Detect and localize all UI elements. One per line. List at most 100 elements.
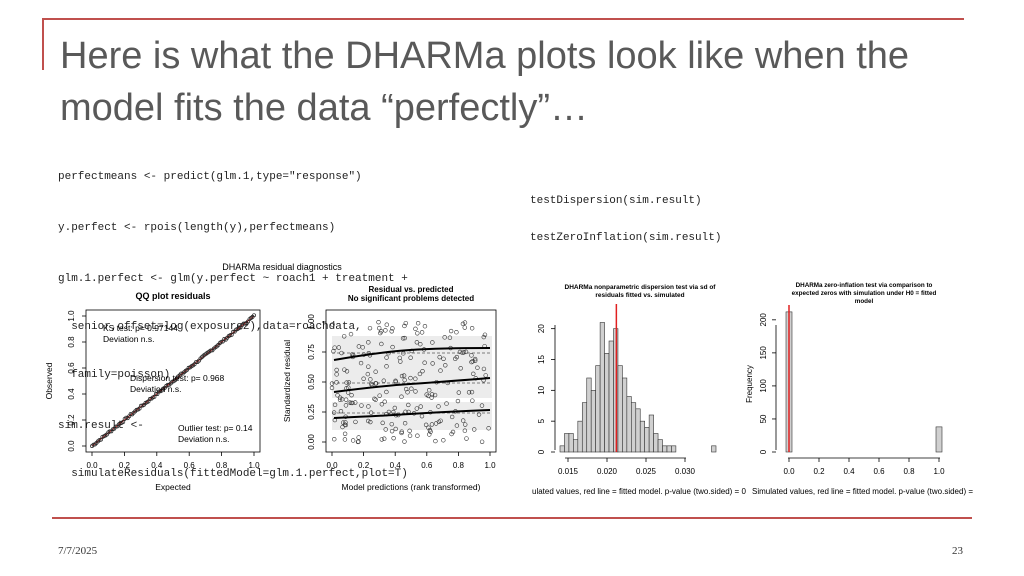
resid-point	[400, 336, 406, 341]
zi-xtick-label: 0.6	[873, 467, 885, 476]
resid-point	[390, 326, 395, 331]
resid-point	[390, 344, 395, 350]
code-line: y.perfect <- rpois(length(y),perfectmean…	[58, 222, 336, 234]
zi-xtick-label: 0.2	[813, 467, 825, 476]
zi-ylabel: Frequency	[745, 365, 754, 403]
zi-title-3: model	[855, 298, 874, 305]
disp-bar	[653, 433, 659, 453]
disp-bar	[666, 445, 672, 453]
disp-bar	[626, 396, 632, 453]
qq-panel: QQ plot residuals 0.0 0.2 0.4 0.6 0.8 1.0 0.0…	[44, 291, 261, 492]
residual-panel: Residual vs. predicted No significant pr…	[282, 285, 497, 492]
disp-bar	[617, 365, 623, 453]
resid-point	[407, 428, 412, 434]
disp-bar	[581, 402, 588, 453]
resid-point	[463, 349, 469, 355]
disp-ytick-label: 0	[537, 449, 546, 454]
resid-point	[422, 360, 427, 365]
resid-point	[340, 420, 346, 425]
resid-point	[359, 403, 364, 408]
resid-point	[432, 392, 438, 398]
qq-frame	[85, 309, 261, 453]
zi-xlabel: Simulated values, red line = fitted mode…	[752, 487, 973, 496]
qq-ylabel: Observed	[44, 362, 54, 399]
qq-ytick-label: 1.0	[67, 310, 76, 322]
resid-xtick-label: 0.0	[326, 461, 338, 470]
resid-point	[379, 437, 384, 442]
disp-bar	[577, 420, 583, 453]
resid-point	[413, 389, 418, 394]
disp-bar	[586, 377, 592, 453]
qq-points	[90, 313, 256, 448]
qq-point	[219, 339, 224, 344]
qq-outlier-deviation: Deviation n.s.	[178, 434, 230, 444]
resid-point	[406, 402, 411, 408]
resid-xtick-label: 0.6	[421, 461, 433, 470]
slide-title: Here is what the DHARMa plots look like …	[60, 35, 910, 129]
disp-bar	[604, 353, 610, 453]
resid-point	[372, 396, 377, 402]
resid-point	[407, 433, 413, 438]
code-test-dispersion: testDispersion(sim.result)	[530, 195, 702, 207]
disp-bar	[599, 322, 605, 453]
resid-quantile-050	[333, 377, 491, 393]
qq-ytick-label: 0.6	[67, 362, 76, 374]
resid-point	[340, 424, 345, 430]
page-number: 23	[952, 545, 963, 557]
resid-point	[472, 427, 477, 432]
resid-point	[447, 335, 453, 340]
resid-point	[391, 409, 396, 415]
resid-xtick-label: 0.4	[390, 461, 402, 470]
resid-point	[366, 404, 371, 409]
resid-point	[455, 398, 461, 404]
code-line: simulateResiduals(fittedModel=glm.1.perf…	[58, 468, 408, 480]
resid-point	[335, 393, 340, 398]
resid-point	[409, 386, 414, 391]
resid-point	[379, 329, 384, 334]
resid-point	[427, 427, 433, 433]
resid-point	[408, 375, 413, 381]
resid-point	[360, 345, 365, 350]
resid-point	[433, 438, 438, 444]
top-rule	[42, 18, 964, 20]
resid-point	[367, 325, 373, 331]
qq-xtick-label: 1.0	[248, 461, 260, 470]
resid-point	[450, 429, 456, 435]
resid-point	[401, 373, 407, 378]
resid-point	[413, 326, 418, 332]
disp-bar	[639, 420, 645, 453]
resid-point	[366, 340, 371, 345]
resid-point	[373, 369, 378, 374]
resid-point	[453, 356, 458, 362]
qq-ytick-label: 0.0	[67, 440, 76, 452]
code-line: sim.result <-	[58, 420, 144, 432]
resid-point	[383, 427, 388, 432]
resid-point	[336, 345, 342, 350]
qq-point	[229, 332, 234, 337]
qq-ks-deviation: Deviation n.s.	[103, 334, 155, 344]
resid-point	[430, 340, 435, 345]
disp-ytick-label: 10	[537, 385, 546, 394]
disp-title-1: DHARMa nonparametric dispersion test via…	[565, 284, 717, 291]
resid-point	[486, 426, 491, 431]
resid-point	[454, 330, 459, 335]
resid-point	[420, 368, 425, 374]
resid-point	[481, 334, 487, 340]
zi-ytick-label: 150	[759, 346, 768, 360]
figure-main-title: DHARMa residual diagnostics	[222, 262, 342, 272]
resid-point	[346, 380, 352, 385]
resid-point	[462, 325, 467, 330]
disp-bar	[564, 433, 570, 453]
disp-bar	[595, 365, 601, 453]
qq-xtick-label: 0.0	[86, 461, 98, 470]
resid-point	[350, 400, 355, 406]
resid-point	[429, 395, 434, 400]
zeroinflation-panel: DHARMa zero-inflation test via compariso…	[745, 282, 973, 496]
resid-point	[462, 428, 468, 433]
resid-point	[482, 332, 488, 337]
resid-point	[356, 439, 361, 444]
resid-point	[347, 400, 353, 405]
resid-point	[343, 403, 349, 408]
resid-point	[358, 360, 364, 366]
resid-point	[403, 320, 408, 326]
